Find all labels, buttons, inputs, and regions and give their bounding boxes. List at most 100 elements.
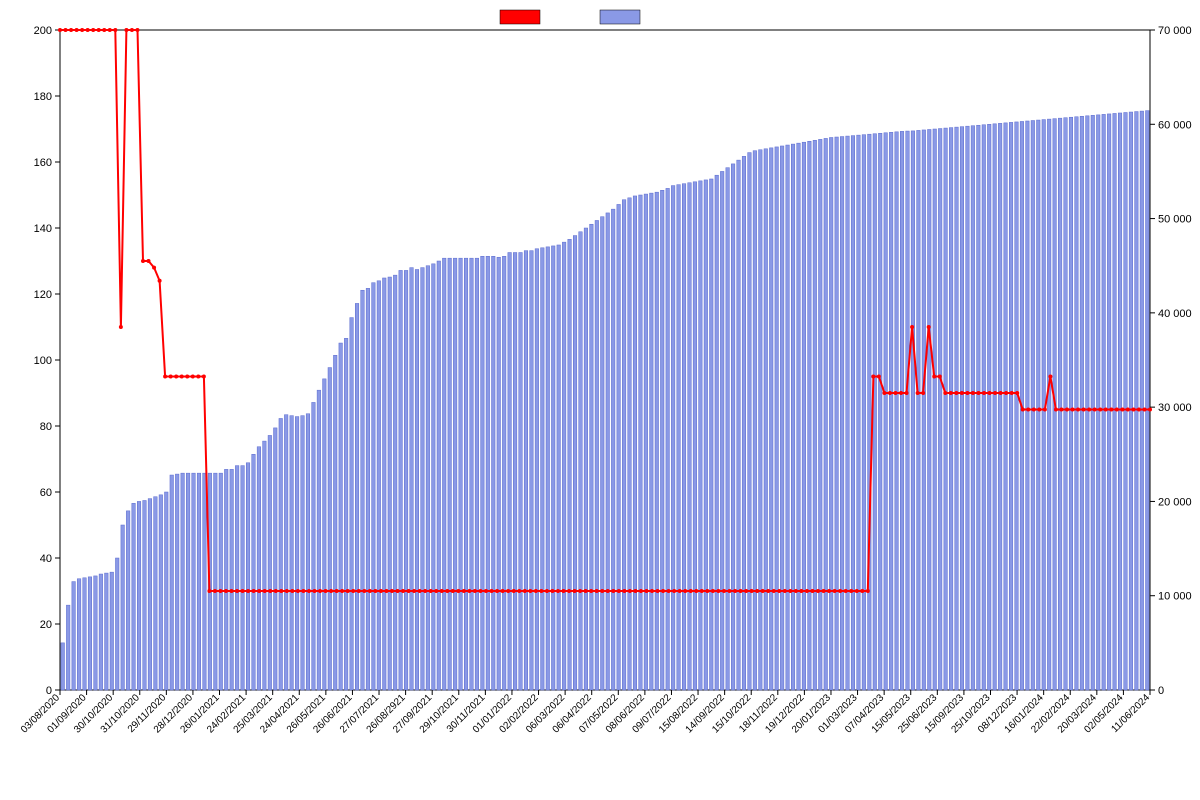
bar (410, 268, 414, 690)
line-marker (1054, 408, 1058, 412)
line-marker (1142, 408, 1146, 412)
line-marker (600, 589, 604, 593)
line-marker (678, 589, 682, 593)
bar (998, 123, 1002, 690)
line-marker (379, 589, 383, 593)
line-marker (1015, 391, 1019, 395)
y-right-tick-label: 20 000 (1158, 496, 1192, 508)
y-right-tick-label: 30 000 (1158, 402, 1192, 414)
bar (344, 338, 348, 690)
line-marker (113, 28, 117, 32)
bar (895, 132, 899, 690)
y-left-tick-label: 140 (34, 223, 52, 235)
line-marker (268, 589, 272, 593)
line-marker (562, 589, 566, 593)
bar (306, 414, 310, 690)
bar (944, 128, 948, 690)
bar (350, 318, 354, 690)
bar (666, 188, 670, 690)
line-marker (905, 391, 909, 395)
bar (655, 192, 659, 690)
line-marker (479, 589, 483, 593)
bar (1140, 111, 1144, 690)
bar (175, 474, 179, 690)
bar (377, 281, 381, 690)
line-marker (64, 28, 68, 32)
line-marker (1082, 408, 1086, 412)
bar (230, 469, 234, 690)
bar (606, 213, 610, 690)
line-marker (235, 589, 239, 593)
bar (181, 473, 185, 690)
line-marker (307, 589, 311, 593)
line-marker (501, 589, 505, 593)
line-marker (838, 589, 842, 593)
line-marker (584, 589, 588, 593)
bar (426, 266, 430, 690)
bar (775, 147, 779, 690)
bar (851, 136, 855, 690)
y-right-tick-label: 40 000 (1158, 308, 1192, 320)
bar (1031, 121, 1035, 690)
line-marker (119, 325, 123, 329)
line-marker (622, 589, 626, 593)
line-marker (761, 589, 765, 593)
bar (1086, 116, 1090, 690)
bar (1135, 112, 1139, 690)
bar (137, 501, 141, 690)
line-marker (351, 589, 355, 593)
line-marker (888, 391, 892, 395)
line-marker (573, 589, 577, 593)
line-marker (788, 589, 792, 593)
bar (165, 492, 169, 690)
bar (535, 249, 539, 690)
bar (595, 220, 599, 690)
line-marker (799, 589, 803, 593)
line-marker (490, 589, 494, 593)
bar (650, 193, 654, 690)
bar (1004, 123, 1008, 690)
bar (1107, 114, 1111, 690)
line-marker (335, 589, 339, 593)
line-marker (230, 589, 234, 593)
line-marker (727, 589, 731, 593)
bar (339, 343, 343, 690)
line-path (60, 30, 1150, 591)
bar (519, 253, 523, 690)
bar (562, 242, 566, 690)
bar (83, 578, 87, 690)
line-marker (739, 589, 743, 593)
line-marker (318, 589, 322, 593)
line-marker (412, 589, 416, 593)
line-marker (606, 589, 610, 593)
line-marker (650, 589, 654, 593)
line-marker (1004, 391, 1008, 395)
line-marker (1109, 408, 1113, 412)
bar (530, 251, 534, 690)
line-marker (169, 375, 173, 379)
line-marker (80, 28, 84, 32)
line-marker (152, 266, 156, 270)
line-marker (1065, 408, 1069, 412)
bar (622, 200, 626, 690)
bar (682, 184, 686, 690)
y-right-tick-label: 0 (1158, 685, 1164, 697)
bar (786, 145, 790, 690)
y-right-tick-label: 10 000 (1158, 591, 1192, 603)
bar (797, 143, 801, 690)
line-marker (849, 589, 853, 593)
line-marker (362, 589, 366, 593)
bar (432, 264, 436, 690)
bar (203, 473, 207, 690)
bar (748, 153, 752, 690)
line-marker (324, 589, 328, 593)
line-marker (700, 589, 704, 593)
bar (486, 256, 490, 690)
line-marker (783, 589, 787, 593)
bar (720, 171, 724, 690)
line-marker (1131, 408, 1135, 412)
bar (1096, 115, 1100, 690)
legend-swatch (600, 10, 640, 24)
line-marker (871, 375, 875, 379)
line-marker (893, 391, 897, 395)
